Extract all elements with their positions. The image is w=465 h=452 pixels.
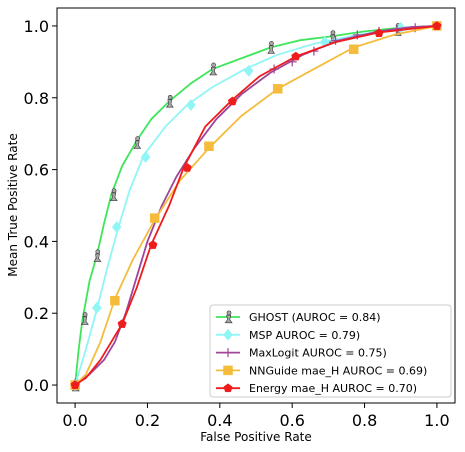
marker-square <box>223 365 233 376</box>
marker-pentagon <box>227 96 238 106</box>
marker-figure-head <box>111 188 117 194</box>
y-tick-label: 0.6 <box>24 161 49 180</box>
legend-item: NNGuide mae_H AUROC = 0.69) <box>216 364 427 377</box>
x-tick-label: 0.2 <box>135 411 160 430</box>
marker-diamond <box>186 98 196 111</box>
y-tick-label: 0.4 <box>24 232 49 251</box>
legend-label: MSP AUROC = 0.79) <box>249 329 360 342</box>
marker-pentagon <box>182 162 192 172</box>
legend-label: Energy mae_H AUROC = 0.70) <box>249 382 417 395</box>
marker-figure-body <box>80 316 89 325</box>
marker-figure-head <box>135 136 140 141</box>
legend-box <box>209 304 452 398</box>
marker-pentagon <box>223 383 233 393</box>
legend-label: NNGuide mae_H AUROC = 0.69) <box>249 364 427 377</box>
marker-pentagon <box>70 380 80 389</box>
marker-square <box>204 141 214 151</box>
marker-square <box>272 84 283 94</box>
marker-figure-head <box>82 312 88 317</box>
marker-diamond <box>140 150 151 164</box>
legend-item: MSP AUROC = 0.79) <box>216 328 360 342</box>
marker-figure-body <box>267 45 276 54</box>
marker-square <box>348 44 359 55</box>
series-4 <box>70 21 442 389</box>
x-tick-label: 0.6 <box>279 411 304 430</box>
series-line <box>74 25 438 386</box>
marker-figure-head <box>167 94 173 100</box>
marker-diamond <box>91 301 102 314</box>
series-layer <box>70 21 442 392</box>
marker-figure-head <box>269 41 274 46</box>
marker-square <box>110 295 120 306</box>
y-axis-ticks: 0.0 0.2 0.4 0.6 0.8 1.0 <box>24 17 57 395</box>
marker-pentagon <box>432 21 442 30</box>
marker-figure <box>93 249 102 262</box>
marker-figure <box>80 312 89 325</box>
marker-diamond <box>223 328 233 341</box>
marker-figure-body <box>133 140 142 149</box>
marker-pentagon <box>117 319 127 328</box>
x-tick-label: 1.0 <box>424 411 449 430</box>
marker-tri <box>223 348 233 358</box>
marker-figure-head <box>226 310 232 316</box>
y-tick-label: 0.8 <box>24 89 49 108</box>
y-tick-label: 0.2 <box>24 304 49 323</box>
marker-figure-body <box>224 314 233 324</box>
marker-figure <box>267 41 276 54</box>
marker-figure-body <box>209 66 218 76</box>
marker-square <box>149 213 160 223</box>
legend-label: MaxLogit AUROC = 0.75) <box>249 347 387 360</box>
series-0 <box>71 23 437 392</box>
marker-pentagon <box>374 28 384 38</box>
y-tick-label: 0.0 <box>24 376 49 395</box>
marker-diamond <box>243 64 254 77</box>
x-tick-label: 0.8 <box>352 411 377 430</box>
legend-item: MaxLogit AUROC = 0.75) <box>216 347 387 360</box>
legend-item: Energy mae_H AUROC = 0.70) <box>216 382 417 395</box>
x-axis-label: False Positive Rate <box>200 430 312 444</box>
series-line <box>74 25 437 386</box>
x-tick-label: 0.4 <box>207 411 232 430</box>
marker-pentagon <box>291 51 301 61</box>
series-line <box>74 25 438 386</box>
marker-figure-head <box>330 30 336 36</box>
marker-figure <box>109 188 118 201</box>
legend: GHOST (AUROC = 0.84) MSP AUROC = 0.79) Max… <box>209 304 452 398</box>
marker-figure-head <box>95 249 101 255</box>
marker-figure-head <box>211 62 216 68</box>
x-axis-ticks: 0.0 0.2 0.4 0.6 0.8 1.0 <box>62 403 450 430</box>
marker-figure-body <box>109 192 118 201</box>
marker-figure-body <box>165 99 174 108</box>
marker-figure <box>133 136 142 149</box>
x-tick-label: 0.0 <box>62 411 87 430</box>
y-tick-label: 1.0 <box>24 17 49 36</box>
legend-label: GHOST (AUROC = 0.84) <box>249 311 381 324</box>
marker-figure <box>165 94 174 108</box>
marker-diamond <box>111 221 122 234</box>
marker-figure <box>224 310 233 324</box>
y-axis-label: Mean True Positive Rate <box>6 133 20 276</box>
series-line <box>74 25 437 386</box>
marker-figure-body <box>93 253 102 262</box>
marker-figure <box>209 62 218 76</box>
marker-pentagon <box>148 240 158 249</box>
legend-item: GHOST (AUROC = 0.84) <box>216 310 381 324</box>
marker-tri <box>331 35 341 45</box>
